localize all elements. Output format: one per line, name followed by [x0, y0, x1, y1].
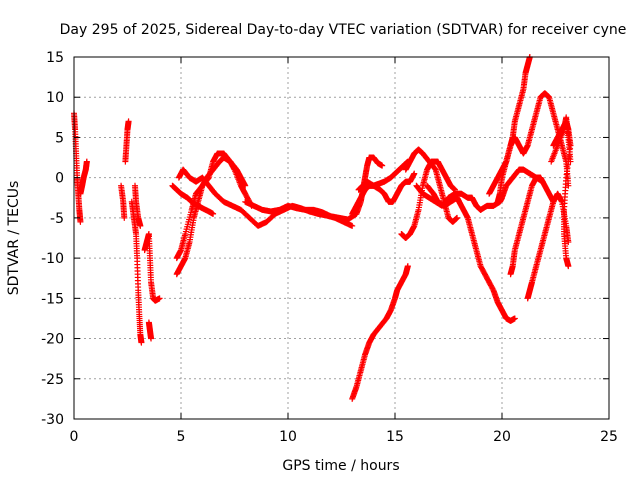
data-point [138, 339, 145, 346]
series-track-04 [122, 118, 132, 165]
y-tick-label: 0 [55, 171, 64, 187]
data-point [379, 162, 386, 169]
series-track-13 [242, 154, 386, 223]
series-track-15 [355, 170, 418, 205]
data-point [83, 158, 90, 165]
x-tick-label: 20 [493, 429, 511, 445]
grid-lines [74, 57, 609, 419]
series-track-20 [424, 182, 518, 324]
x-axis-label: GPS time / hours [282, 458, 399, 474]
x-tick-label: 0 [70, 429, 79, 445]
data-point [210, 210, 217, 217]
series-track-16 [349, 263, 411, 402]
series-track-11 [173, 150, 255, 262]
data-point [404, 263, 411, 270]
series-track-23 [494, 90, 572, 205]
y-tick-label: 5 [55, 130, 64, 146]
y-tick-label: -20 [41, 332, 64, 348]
x-tick-label: 15 [386, 429, 404, 445]
series-track-21 [477, 166, 546, 213]
y-tick-label: -10 [41, 251, 64, 267]
data-point [565, 263, 572, 270]
y-tick-label: 15 [46, 50, 64, 66]
plot-frame [73, 56, 610, 420]
series-track-08 [145, 319, 155, 342]
series-track-02 [77, 158, 90, 197]
data-point [567, 158, 574, 165]
data-point [121, 214, 128, 221]
data-point [77, 218, 84, 225]
data-point [454, 214, 461, 221]
series-track-19 [413, 182, 484, 213]
y-tick-label: 10 [46, 90, 64, 106]
series-track-01 [71, 110, 84, 225]
data-point [349, 222, 356, 229]
data-point [156, 295, 163, 302]
y-tick-label: -25 [41, 372, 64, 388]
y-tick-labels: -30 -25 -20 -15 -10 -5 0 5 10 15 [41, 50, 64, 428]
y-tick-label: -30 [41, 412, 64, 428]
series-track-07 [141, 230, 163, 304]
series-track-18 [402, 146, 461, 225]
series-track-14 [349, 158, 411, 217]
data-point [137, 222, 144, 229]
chart-title: Day 295 of 2025, Sidereal Day-to-day VTE… [60, 22, 627, 38]
y-axis-label: SDTVAR / TECUs [6, 181, 22, 296]
data-point [411, 170, 418, 177]
x-tick-label: 5 [177, 429, 186, 445]
series-track-24 [507, 174, 557, 278]
series-track-06 [131, 182, 144, 229]
axis-ticks [73, 56, 610, 420]
series-track-27 [548, 114, 574, 165]
series-track-17 [398, 158, 458, 241]
y-tick-label: -5 [50, 211, 64, 227]
series-track-25 [524, 190, 572, 302]
data-point [565, 239, 572, 246]
x-tick-labels: 0 5 10 15 20 25 [70, 429, 618, 445]
x-tick-label: 25 [600, 429, 618, 445]
y-tick-label: -15 [41, 291, 64, 307]
data-point [148, 335, 155, 342]
series-track-12 [175, 166, 356, 229]
series-track-03 [118, 182, 128, 221]
data-points [71, 54, 574, 402]
data-point [511, 315, 518, 322]
x-tick-label: 10 [279, 429, 297, 445]
data-point [125, 118, 132, 125]
series-track-22 [486, 54, 533, 197]
